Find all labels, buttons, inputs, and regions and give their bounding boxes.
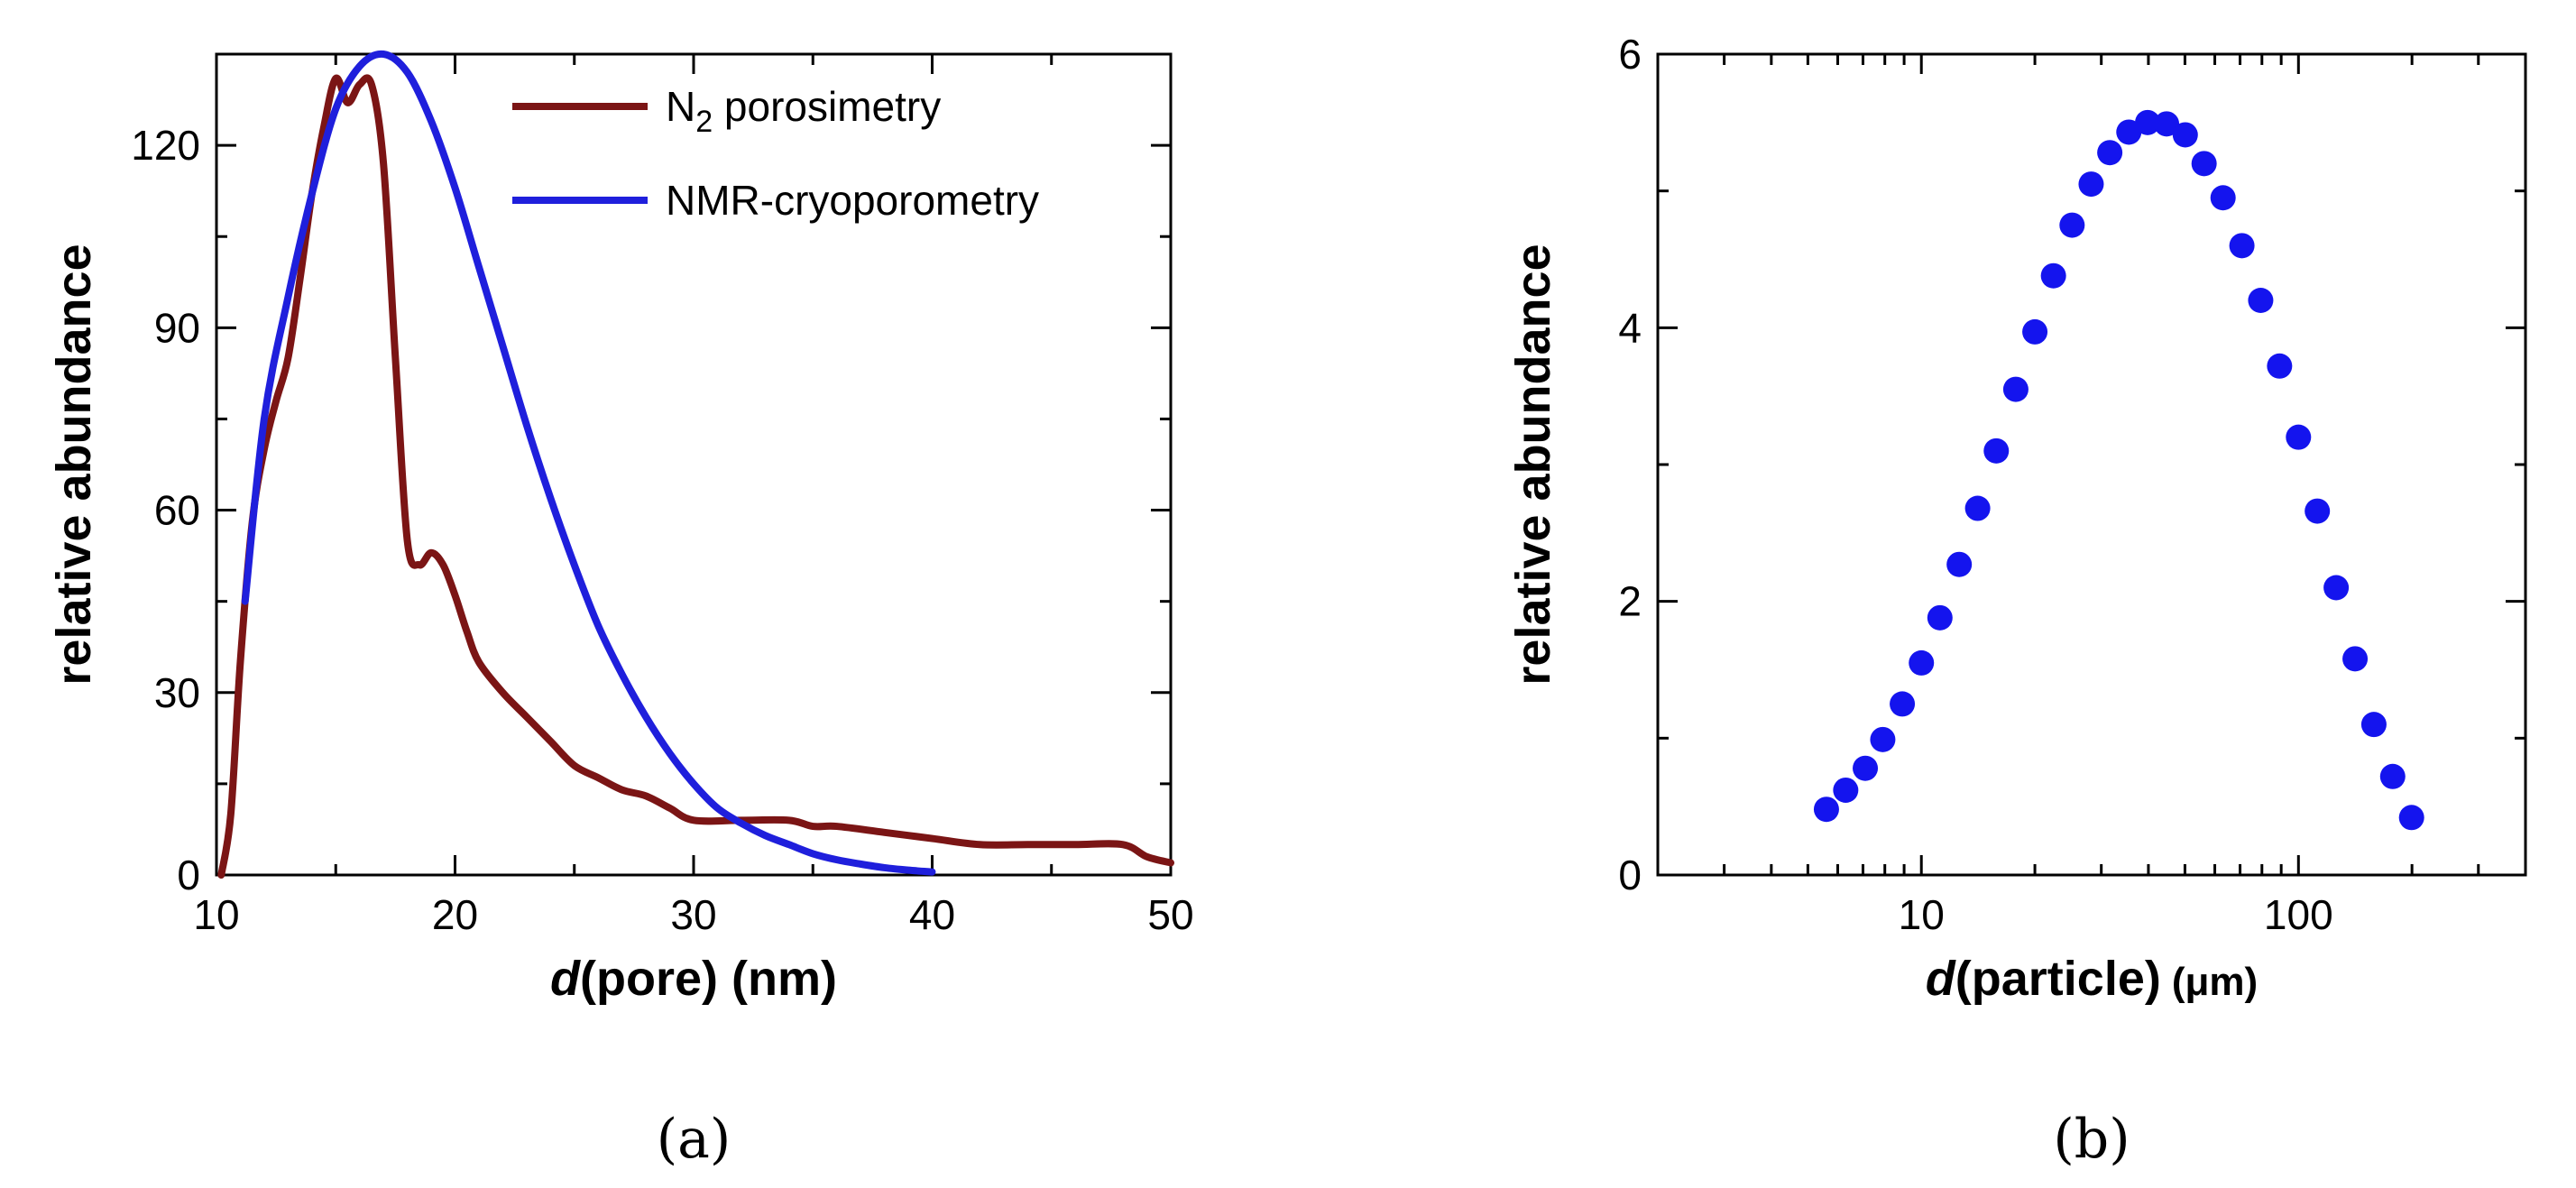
panel-a-y-ticks: 0 30 60 90 120 bbox=[131, 122, 1171, 898]
particle-size-point bbox=[2002, 376, 2029, 402]
x-tick-label: 10 bbox=[193, 891, 239, 938]
particle-size-point bbox=[1853, 755, 1879, 781]
legend-nmr-label: NMR-cryoporometry bbox=[666, 177, 1039, 224]
particle-size-point bbox=[1927, 604, 1953, 631]
particle-size-point bbox=[2022, 318, 2048, 345]
panel-b-x-title-rest: (particle) bbox=[1955, 952, 2161, 1006]
particle-size-point bbox=[1909, 649, 1935, 676]
particle-size-point bbox=[2210, 185, 2236, 211]
particle-size-point bbox=[1946, 551, 1973, 577]
particle-size-point bbox=[2078, 171, 2104, 198]
panel-b-x-title-unit: (μm) bbox=[2172, 960, 2258, 1004]
panel-a-series bbox=[217, 50, 1174, 879]
particle-size-point bbox=[2342, 646, 2369, 672]
particle-size-point bbox=[1813, 797, 1839, 823]
particle-size-point bbox=[2267, 353, 2293, 379]
panel-a-chart: 10 20 30 40 50 0 30 60 90 120 N2 porosimetry NMR… bbox=[47, 50, 1194, 1171]
y-tick-label: 4 bbox=[1618, 304, 1642, 351]
panel-a-y-axis-title: relative abundance bbox=[47, 244, 101, 685]
particle-size-point bbox=[1983, 437, 2010, 464]
particle-size-point bbox=[2059, 212, 2085, 238]
nmr-cryoporometry-line bbox=[241, 50, 936, 876]
y-tick-label: 120 bbox=[131, 122, 200, 169]
panel-a-x-title-italic: d bbox=[550, 952, 581, 1006]
panel-b-x-axis-title: d(particle) (μm) bbox=[1926, 952, 2258, 1006]
panel-b-x-ticks: 10 100 bbox=[1723, 54, 2480, 938]
particle-size-point bbox=[2286, 424, 2312, 450]
y-tick-label: 0 bbox=[1618, 852, 1642, 898]
legend-n2-label: N2 porosimetry bbox=[666, 83, 941, 139]
particle-size-point bbox=[2135, 109, 2161, 135]
y-tick-label: 30 bbox=[154, 669, 200, 716]
legend-n2-subscript: 2 bbox=[695, 105, 713, 139]
particle-size-point bbox=[2360, 712, 2387, 738]
particle-size-point bbox=[2248, 288, 2274, 313]
x-tick-label: 20 bbox=[432, 891, 478, 938]
panel-b-x-title-italic: d bbox=[1926, 952, 1956, 1006]
panel-a-x-axis-title: d(pore) (nm) bbox=[550, 952, 837, 1006]
panel-a-label: (a) bbox=[657, 1108, 731, 1171]
x-tick-label: 50 bbox=[1147, 891, 1193, 938]
n2-porosimetry-line bbox=[217, 74, 1174, 879]
legend-n2-rest: porosimetry bbox=[713, 83, 941, 130]
y-tick-label: 0 bbox=[177, 852, 200, 898]
particle-size-point bbox=[2040, 262, 2066, 289]
particle-size-point bbox=[2379, 763, 2406, 789]
panel-a-x-ticks: 10 20 30 40 50 bbox=[193, 54, 1194, 938]
x-tick-label: 10 bbox=[1899, 891, 1945, 938]
particle-size-point bbox=[1964, 495, 1991, 521]
particle-size-point bbox=[2097, 140, 2123, 166]
particle-size-point bbox=[2116, 119, 2142, 145]
y-tick-label: 60 bbox=[154, 487, 200, 534]
panel-a-legend: N2 porosimetry NMR-cryoporometry bbox=[512, 83, 1039, 224]
particle-size-point bbox=[2323, 575, 2350, 601]
panel-b-y-ticks: 0 2 4 6 bbox=[1618, 31, 2525, 898]
particle-size-point bbox=[2229, 233, 2255, 259]
particle-size-point bbox=[1870, 726, 1896, 752]
panel-b-label: (b) bbox=[2053, 1108, 2130, 1171]
particle-size-point bbox=[2172, 122, 2198, 148]
particle-size-point bbox=[2305, 498, 2331, 524]
y-tick-label: 2 bbox=[1618, 578, 1642, 625]
x-tick-label: 30 bbox=[670, 891, 716, 938]
y-tick-label: 6 bbox=[1618, 31, 1642, 78]
panel-a-x-title-rest: (pore) (nm) bbox=[580, 952, 837, 1006]
particle-size-point bbox=[2191, 151, 2217, 177]
legend-n2-main: N bbox=[666, 83, 695, 130]
y-tick-label: 90 bbox=[154, 304, 200, 351]
particle-size-point bbox=[2398, 805, 2424, 831]
x-tick-label: 40 bbox=[909, 891, 955, 938]
panel-b-series bbox=[1813, 109, 2424, 831]
particle-size-point bbox=[1890, 691, 1916, 717]
particle-size-point bbox=[2154, 111, 2180, 137]
x-tick-label: 100 bbox=[2264, 891, 2333, 938]
panel-b-y-axis-title: relative abundance bbox=[1506, 244, 1560, 685]
panel-b-chart: 10 100 0 2 4 6 relative abundance d(particle… bbox=[1506, 31, 2527, 1171]
particle-size-point bbox=[1833, 777, 1859, 803]
